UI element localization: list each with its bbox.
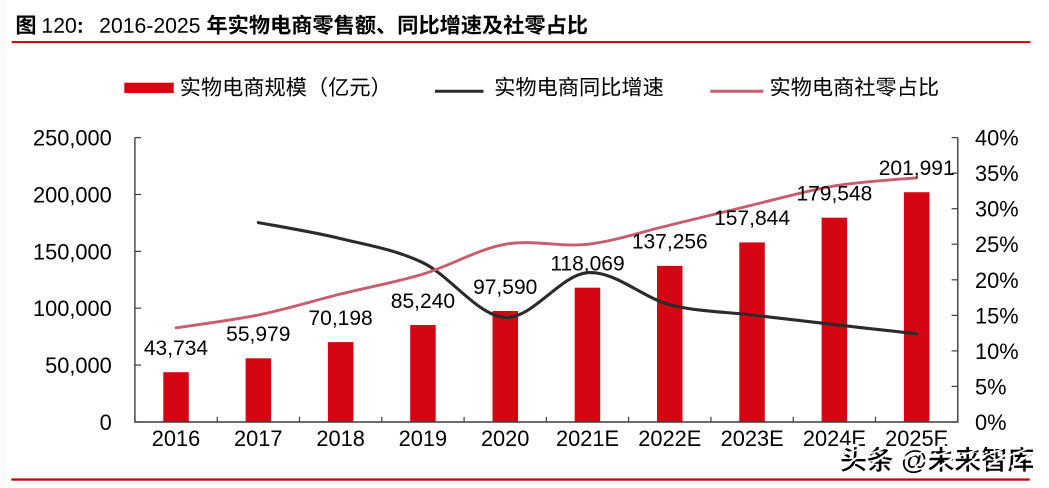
svg-text:0%: 0% <box>975 410 1007 435</box>
svg-text:2016: 2016 <box>152 426 201 451</box>
svg-text:118,069: 118,069 <box>550 253 624 276</box>
svg-text:200,000: 200,000 <box>33 182 112 207</box>
svg-text:43,734: 43,734 <box>144 337 209 360</box>
svg-text:30%: 30% <box>975 197 1019 222</box>
svg-text:201,991: 201,991 <box>879 157 955 180</box>
svg-text:20%: 20% <box>975 268 1019 293</box>
svg-text:2019: 2019 <box>399 426 448 451</box>
svg-text:179,548: 179,548 <box>796 183 872 206</box>
svg-text:2020: 2020 <box>481 426 530 451</box>
svg-text:2021E: 2021E <box>556 426 619 451</box>
svg-text:2018: 2018 <box>316 426 365 451</box>
svg-text:0: 0 <box>100 410 112 435</box>
svg-text:2022E: 2022E <box>638 426 701 451</box>
svg-text:2017: 2017 <box>234 426 283 451</box>
svg-text:5%: 5% <box>975 374 1007 399</box>
svg-text:85,240: 85,240 <box>391 290 455 313</box>
svg-text:250,000: 250,000 <box>33 126 112 151</box>
svg-text:97,590: 97,590 <box>473 276 537 299</box>
svg-text:70,198: 70,198 <box>308 307 372 330</box>
svg-text:137,256: 137,256 <box>632 231 708 254</box>
svg-text:55,979: 55,979 <box>226 323 290 346</box>
svg-text:40%: 40% <box>975 126 1019 151</box>
svg-text:15%: 15% <box>975 303 1019 328</box>
svg-text:25%: 25% <box>975 232 1019 257</box>
svg-text:150,000: 150,000 <box>33 239 112 264</box>
svg-text:50,000: 50,000 <box>45 353 112 378</box>
svg-text:35%: 35% <box>975 161 1019 186</box>
svg-text:157,844: 157,844 <box>714 207 790 230</box>
svg-text:10%: 10% <box>975 339 1019 364</box>
svg-text:100,000: 100,000 <box>33 296 112 321</box>
svg-text:2023E: 2023E <box>721 426 784 451</box>
